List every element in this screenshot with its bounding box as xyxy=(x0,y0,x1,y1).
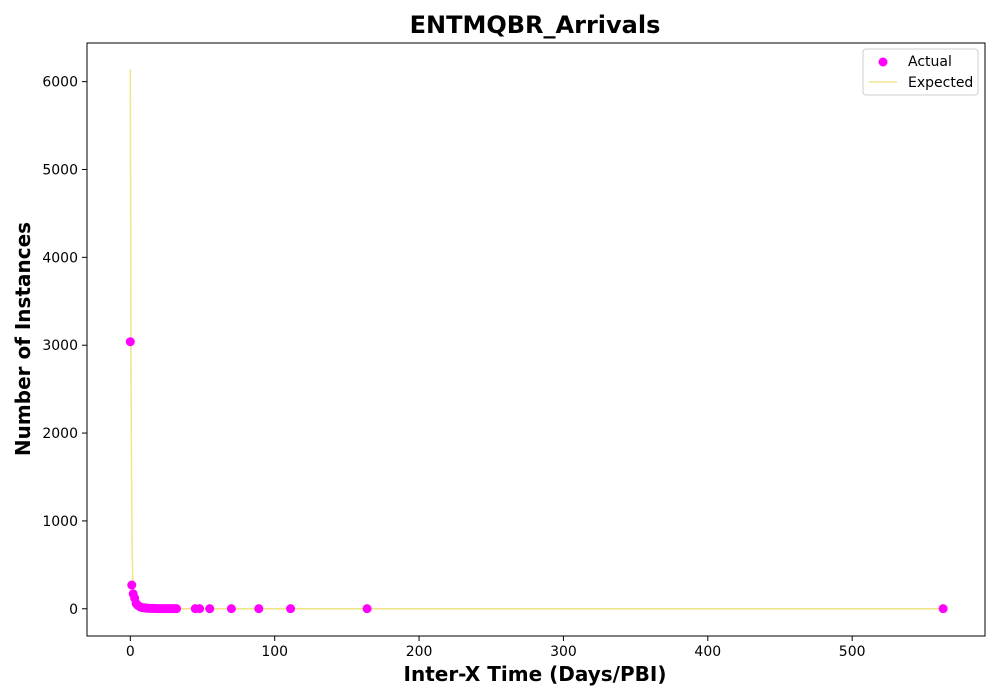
legend: Actual Expected xyxy=(862,48,979,96)
actual-data-point xyxy=(127,580,137,590)
x-axis-label: Inter-X Time (Days/PBI) xyxy=(404,662,667,686)
legend-actual-marker xyxy=(878,57,888,67)
legend-actual-label: Actual xyxy=(908,54,952,70)
y-axis-label: Number of Instances xyxy=(11,222,35,456)
legend-expected-label: Expected xyxy=(908,75,973,91)
x-tick-label: 300 xyxy=(550,644,577,660)
x-tick-label: 0 xyxy=(126,644,135,660)
y-tick-label: 6000 xyxy=(42,75,78,91)
chart-title: ENTMQBR_Arrivals xyxy=(410,11,661,39)
x-tick-label: 400 xyxy=(694,644,721,660)
actual-data-point xyxy=(172,604,182,614)
actual-data-point xyxy=(254,604,264,614)
x-tick-label: 100 xyxy=(261,644,288,660)
y-tick-label: 0 xyxy=(69,602,78,618)
actual-data-point xyxy=(938,604,948,614)
x-tick-label: 200 xyxy=(406,644,433,660)
expected-series-line xyxy=(129,69,944,610)
y-tick-label: 4000 xyxy=(42,250,78,266)
y-tick-label: 5000 xyxy=(42,163,78,179)
plot-area: 0 100 200 300 400 500010002000300040005000600… xyxy=(42,42,986,660)
actual-data-point xyxy=(195,604,205,614)
y-tick-label: 3000 xyxy=(42,338,78,354)
actual-data-point xyxy=(362,604,372,614)
actual-data-point xyxy=(205,604,215,614)
y-tick-label: 1000 xyxy=(42,514,78,530)
legend-box xyxy=(862,48,979,96)
plot-frame xyxy=(86,42,986,637)
x-tick-label: 500 xyxy=(839,644,866,660)
actual-data-point xyxy=(286,604,296,614)
actual-data-point xyxy=(226,604,236,614)
y-tick-label: 2000 xyxy=(42,426,78,442)
actual-data-point xyxy=(125,337,135,347)
